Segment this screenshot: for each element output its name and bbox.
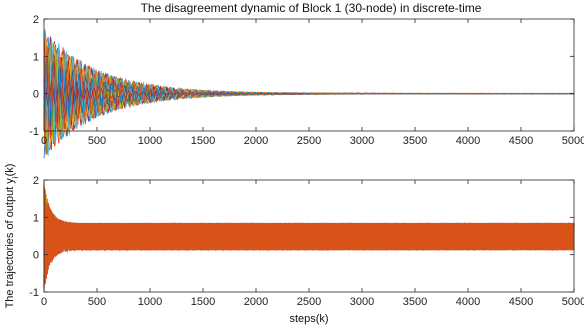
top-y-tick-label: 1 bbox=[33, 51, 39, 63]
bottom-x-tick-label: 4000 bbox=[456, 296, 480, 308]
top-x-tick-label: 4000 bbox=[456, 135, 480, 147]
top-x-tick-label: 2000 bbox=[244, 135, 268, 147]
top-trajectory-line bbox=[43, 45, 574, 144]
top-y-tick-label: 0 bbox=[33, 89, 39, 101]
bottom-x-tick-label: 3000 bbox=[350, 296, 374, 308]
top-x-tick-label: 3500 bbox=[403, 135, 427, 147]
bottom-y-axis-label: The trajectories of output yi(k) bbox=[4, 164, 20, 309]
bottom-x-tick-label: 500 bbox=[88, 296, 106, 308]
bottom-plot-data bbox=[43, 183, 575, 289]
top-x-tick-label: 2500 bbox=[297, 135, 321, 147]
top-y-tick-label: 2 bbox=[33, 14, 39, 26]
bottom-y-ticks: -1 0 1 2 bbox=[29, 175, 574, 299]
top-x-ticks: 0 500 1000 1500 2000 2500 3000 3500 4000 4500 5000 bbox=[41, 19, 584, 147]
bottom-x-axis-label: steps(k) bbox=[289, 313, 328, 325]
top-axes-box bbox=[43, 18, 575, 132]
top-x-tick-label: 1000 bbox=[138, 135, 162, 147]
bottom-y-tick-label: 0 bbox=[33, 250, 39, 262]
bottom-x-tick-label: 5000 bbox=[562, 296, 584, 308]
top-x-tick-label: 4500 bbox=[509, 135, 533, 147]
bottom-x-tick-label: 1500 bbox=[191, 296, 215, 308]
top-plot-data bbox=[43, 29, 575, 159]
bottom-x-tick-label: 1000 bbox=[138, 296, 162, 308]
bottom-y-tick-label: -1 bbox=[29, 287, 39, 299]
bottom-x-ticks: 0 500 1000 1500 2000 2500 3000 3500 4000 4500 5000 bbox=[41, 180, 584, 308]
bottom-x-tick-label: 3500 bbox=[403, 296, 427, 308]
bottom-x-tick-label: 0 bbox=[41, 296, 47, 308]
bottom-x-tick-label: 2500 bbox=[297, 296, 321, 308]
top-x-tick-label: 0 bbox=[41, 135, 47, 147]
top-x-tick-label: 5000 bbox=[562, 135, 584, 147]
top-chart-title: The disagreement dynamic of Block 1 (30-… bbox=[141, 1, 482, 15]
bottom-x-tick-label: 4500 bbox=[509, 296, 533, 308]
bottom-y-tick-label: 2 bbox=[33, 175, 39, 187]
top-y-tick-label: -1 bbox=[29, 126, 39, 138]
bottom-y-tick-label: 1 bbox=[33, 212, 39, 224]
top-x-tick-label: 3000 bbox=[350, 135, 374, 147]
top-x-tick-label: 1500 bbox=[191, 135, 215, 147]
top-x-tick-label: 500 bbox=[88, 135, 106, 147]
top-y-ticks: -1 0 1 2 bbox=[29, 14, 574, 138]
bottom-steady-band bbox=[70, 222, 574, 251]
bottom-x-tick-label: 2000 bbox=[244, 296, 268, 308]
top-panel: The disagreement dynamic of Block 1 (30-… bbox=[29, 1, 584, 159]
